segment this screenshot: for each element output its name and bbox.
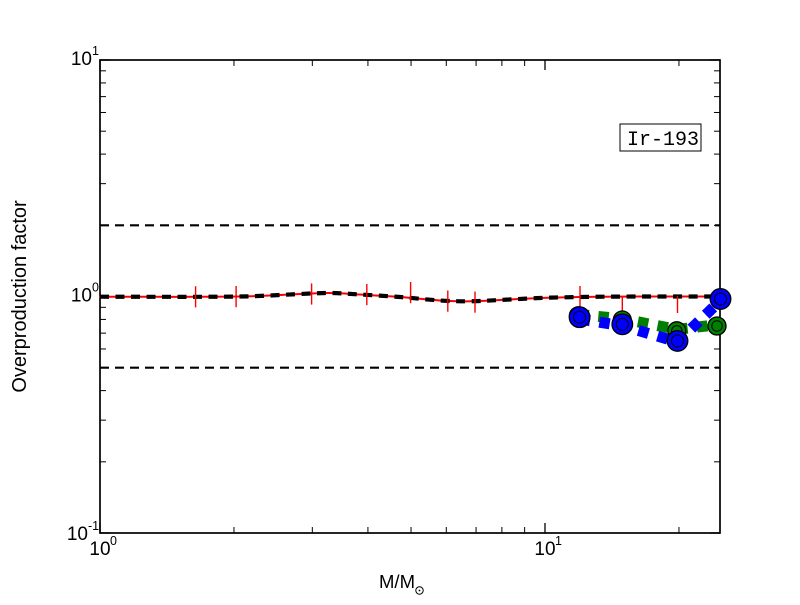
svg-text:10: 10 [67, 524, 88, 545]
svg-text:0: 0 [110, 534, 117, 548]
svg-text:-1: -1 [88, 519, 99, 533]
svg-text:1: 1 [92, 44, 99, 58]
svg-text:10: 10 [89, 539, 110, 560]
svg-text:1: 1 [555, 534, 562, 548]
svg-text:Overproduction factor: Overproduction factor [9, 200, 31, 393]
svg-text:10: 10 [71, 286, 92, 307]
svg-text:M/M: M/M [379, 571, 415, 592]
svg-text:0: 0 [92, 281, 99, 295]
svg-text:10: 10 [534, 539, 555, 560]
svg-text:Ir-193: Ir-193 [627, 129, 699, 152]
svg-text:10: 10 [71, 49, 92, 70]
